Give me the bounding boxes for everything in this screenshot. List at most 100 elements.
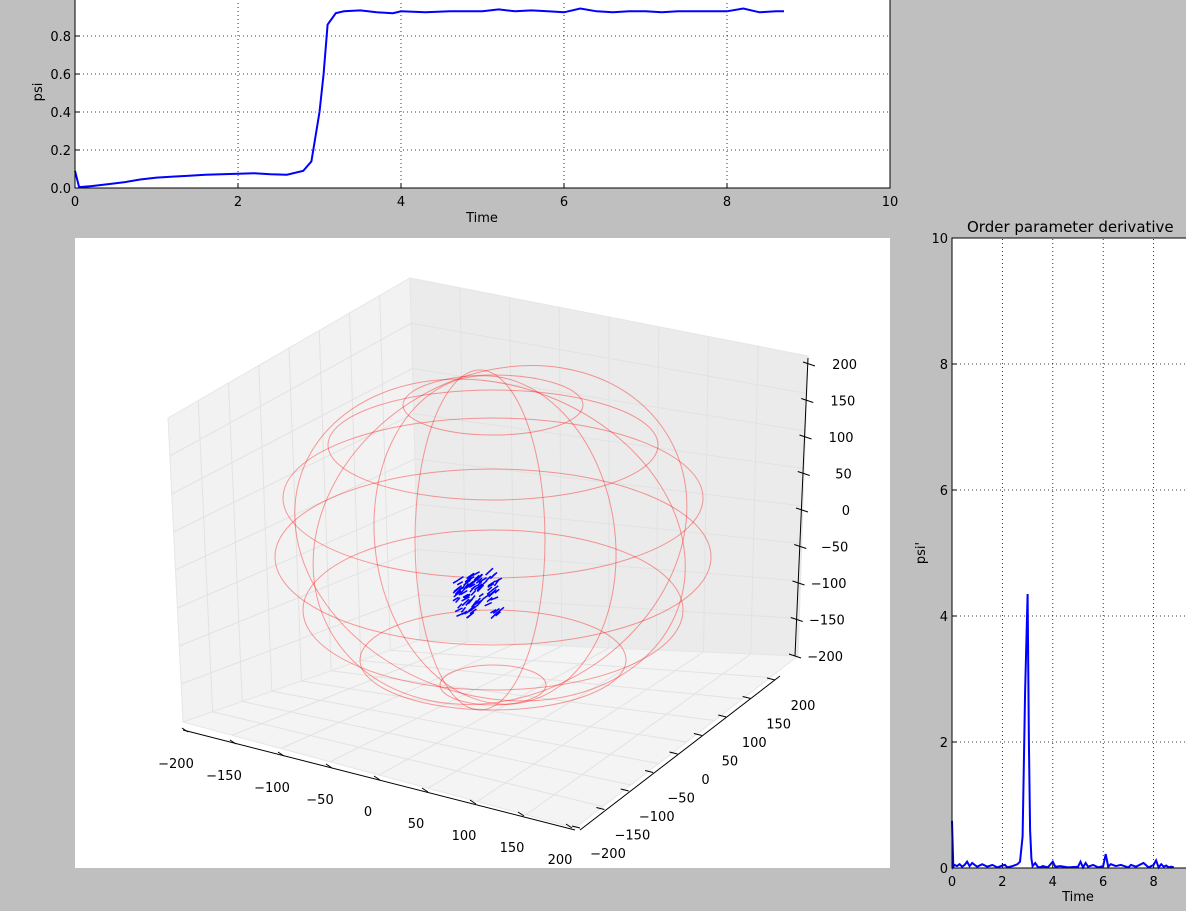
x3d-tick: [181, 727, 189, 733]
x-tick-label: 2: [998, 875, 1006, 890]
pane-grid-line: [349, 312, 362, 661]
x3d-tick-label: −200: [158, 757, 194, 772]
y3d-tick: [742, 696, 751, 699]
x3d-tick-label: 50: [408, 817, 425, 832]
particle: [453, 585, 463, 593]
particle: [476, 583, 483, 592]
particle: [457, 575, 464, 581]
z3d-tick: [797, 471, 810, 476]
particle: [467, 572, 475, 579]
y3d-tick: [669, 751, 678, 755]
x-tick-label: 4: [1049, 875, 1057, 890]
z3d-tick: [790, 617, 803, 622]
z3d-tick: [794, 544, 807, 549]
x3d-tick-label: 150: [500, 841, 525, 856]
particle: [492, 607, 500, 614]
particle: [461, 596, 470, 602]
pane-grid-line: [414, 458, 804, 507]
y3d-tick-label: −50: [667, 792, 694, 807]
particle: [471, 600, 478, 608]
particle: [452, 579, 459, 584]
particle: [463, 579, 471, 586]
x3d-ticks: −200 −150 −100 −50 0 50 100 150 200: [158, 727, 573, 868]
right-series-line: [951, 593, 1175, 870]
particle: [460, 606, 467, 613]
particle: [496, 606, 505, 614]
y-tick-label: 0.8: [50, 30, 71, 45]
top-chart: 0 2 4 6 8 10 0.0 0.2 0.4 0.6 0.8 Time psi: [31, 0, 898, 226]
pane-grid-line: [390, 649, 771, 678]
y3d-tick-label: 150: [766, 718, 791, 733]
y3d-tick-label: 50: [722, 755, 739, 770]
z3d-tick: [795, 507, 809, 513]
pane-grid-line: [418, 594, 800, 619]
z3d-tick-label: −100: [811, 577, 847, 592]
x3d-tick: [565, 823, 573, 829]
y-axis-line: [579, 675, 781, 831]
z3d-tick-label: −200: [807, 650, 843, 665]
y3d-tick-label: −150: [615, 829, 651, 844]
x-tick-label: 4: [397, 195, 405, 210]
particle: [487, 582, 495, 588]
x-tick-label: 8: [1149, 875, 1157, 890]
y-tick-label: 8: [940, 358, 948, 373]
particle: [468, 605, 475, 612]
pane-grid-line: [360, 660, 743, 700]
particle: [494, 588, 500, 594]
particle: [469, 586, 476, 593]
z-axis-line: [794, 357, 809, 657]
particle: [495, 611, 501, 617]
y3d-tick: [571, 825, 581, 829]
particle: [490, 596, 499, 601]
particle: [490, 611, 499, 620]
particle: [465, 599, 472, 606]
pane-grid-line: [175, 458, 416, 571]
particle: [475, 577, 483, 584]
particle: [455, 597, 461, 604]
pane-grid-line: [417, 549, 801, 582]
y-tick-label: 0.6: [50, 68, 71, 83]
right-title: Order parameter derivative: [967, 218, 1174, 236]
particle: [452, 596, 459, 602]
top-ylabel: psi: [31, 83, 46, 102]
z3d-tick-label: 200: [832, 358, 857, 373]
pane-grid-line: [379, 295, 391, 651]
z3d-ticks: −200 −150 −100 −50 0 50 100 150 200: [788, 358, 857, 665]
particle: [465, 575, 475, 583]
x-tick-label: 10: [882, 195, 899, 210]
right-ticks: 0 2 4 6 8 0 2 4 6 8 10: [931, 232, 1157, 890]
particle: [478, 577, 487, 584]
particle: [454, 607, 463, 613]
z3d-tick-label: 0: [842, 504, 850, 519]
z3d-tick: [801, 398, 814, 403]
top-series-line: [74, 7, 784, 189]
particle: [461, 610, 468, 616]
x3d-tick-label: 100: [452, 829, 477, 844]
particle: [487, 582, 494, 587]
sphere-wireframe: [274, 365, 712, 711]
particle: [490, 609, 497, 614]
z3d-tick-label: −50: [821, 541, 848, 556]
z3d-tick: [792, 580, 805, 586]
particle: [461, 598, 470, 607]
particle: [476, 580, 483, 587]
particle: [460, 589, 468, 596]
particle: [488, 590, 496, 598]
y3d-tick-label: 100: [742, 736, 767, 751]
x-tick-label: 0: [948, 875, 956, 890]
pane-grid-line: [301, 680, 687, 743]
x3d-tick: [469, 799, 477, 805]
y3d-tick: [596, 807, 605, 810]
x3d-tick-label: 0: [364, 805, 372, 820]
x-tick-label: 8: [723, 195, 731, 210]
particle: [483, 593, 491, 599]
particle: [486, 596, 493, 603]
x3d-tick: [277, 751, 285, 757]
y-tick-label: 0.2: [50, 144, 71, 159]
x3d-tick: [517, 811, 525, 817]
pane-grid-line: [525, 653, 752, 816]
particle: [471, 604, 479, 610]
